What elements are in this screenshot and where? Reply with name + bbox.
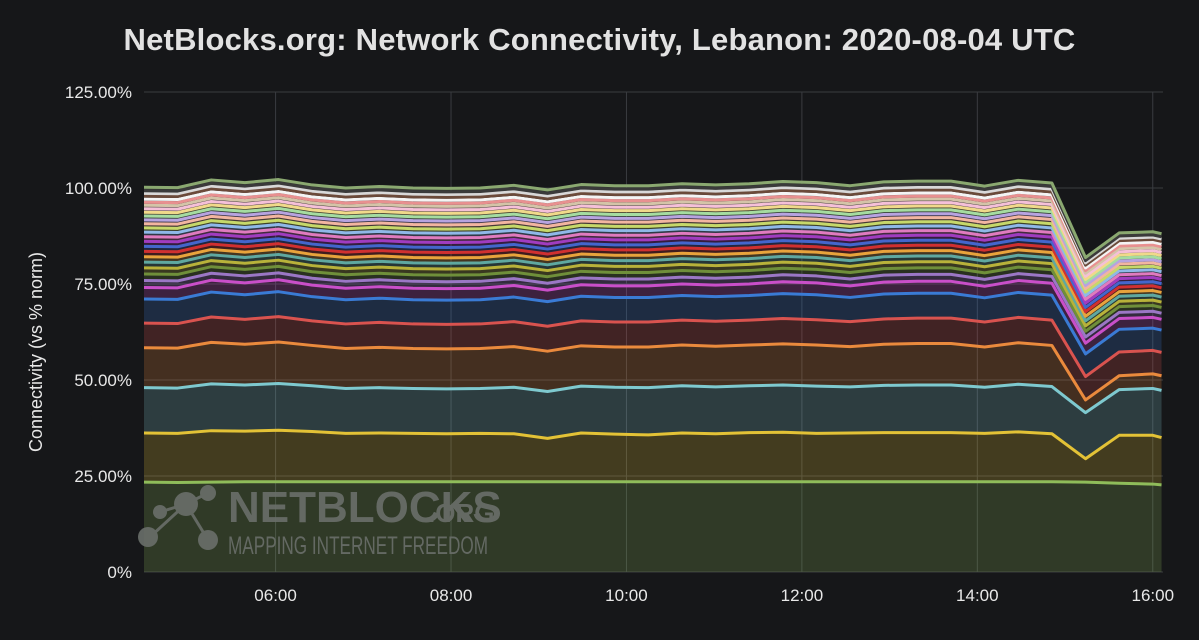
x-tick-label: 06:00 [254,586,297,605]
series-line [143,237,1162,309]
watermark-name: NETBLOCKS [228,483,502,532]
series-line [143,227,1162,301]
series-line [143,232,1162,305]
series-line [143,480,1162,487]
x-tick-label: 12:00 [781,586,824,605]
series-line [143,199,1162,278]
series-area [144,430,1162,485]
y-axis-label: Connectivity (vs % norm) [26,252,46,452]
watermark-tagline: MAPPING INTERNET FREEDOM [228,532,488,560]
series-line [143,278,1162,345]
y-tick-label: 25.00% [74,467,132,486]
chart-grid [144,91,1163,573]
series-line [143,210,1162,288]
y-tick-label: 0% [107,563,132,582]
netblocks-watermark: NETBLOCKS .ORG MAPPING INTERNET FREEDOM [138,483,502,560]
series-line [143,181,1162,263]
series-line [143,242,1162,314]
series-line [143,315,1162,379]
x-tick-label: 16:00 [1131,586,1174,605]
chart-title: NetBlocks.org: Network Connectivity, Leb… [123,22,1076,57]
series-line [143,247,1162,318]
series-line [143,222,1162,298]
series-line [143,258,1162,328]
series-line [143,218,1162,294]
series-area [144,341,1162,413]
x-tick-label: 14:00 [956,586,999,605]
series-line [143,428,1162,461]
series-line [143,340,1162,402]
series-area [144,316,1162,400]
series-area [144,383,1162,459]
series-line [143,214,1162,291]
series-line [143,189,1162,270]
x-tick-label: 08:00 [430,586,473,605]
series-area [144,254,1162,326]
series-area [144,291,1162,377]
series-line [143,178,1162,260]
y-tick-label: 125.00% [65,83,132,102]
series-area [144,266,1162,337]
series-line [143,290,1162,356]
watermark-suffix: .ORG [428,498,494,528]
series-line [143,381,1162,415]
series-area [144,260,1162,332]
x-tick-label: 10:00 [605,586,648,605]
chart-axes: 0% 25.00% 50.00% 75.00% 100.00% 125.00% 06:00 0… [65,83,1174,605]
series-line [143,264,1162,333]
series-line [143,252,1162,323]
y-tick-label: 50.00% [74,371,132,390]
series-line [143,206,1162,284]
series-line [143,271,1162,339]
y-tick-label: 100.00% [65,179,132,198]
stacked-areas [143,178,1162,572]
series-line [143,193,1162,273]
series-line [143,184,1162,265]
netblocks-logo-icon [138,485,218,550]
series-line [143,203,1162,281]
y-tick-label: 75.00% [74,275,132,294]
series-line [143,196,1162,275]
series-line [143,186,1162,267]
series-area [144,272,1162,344]
series-area [144,481,1162,572]
